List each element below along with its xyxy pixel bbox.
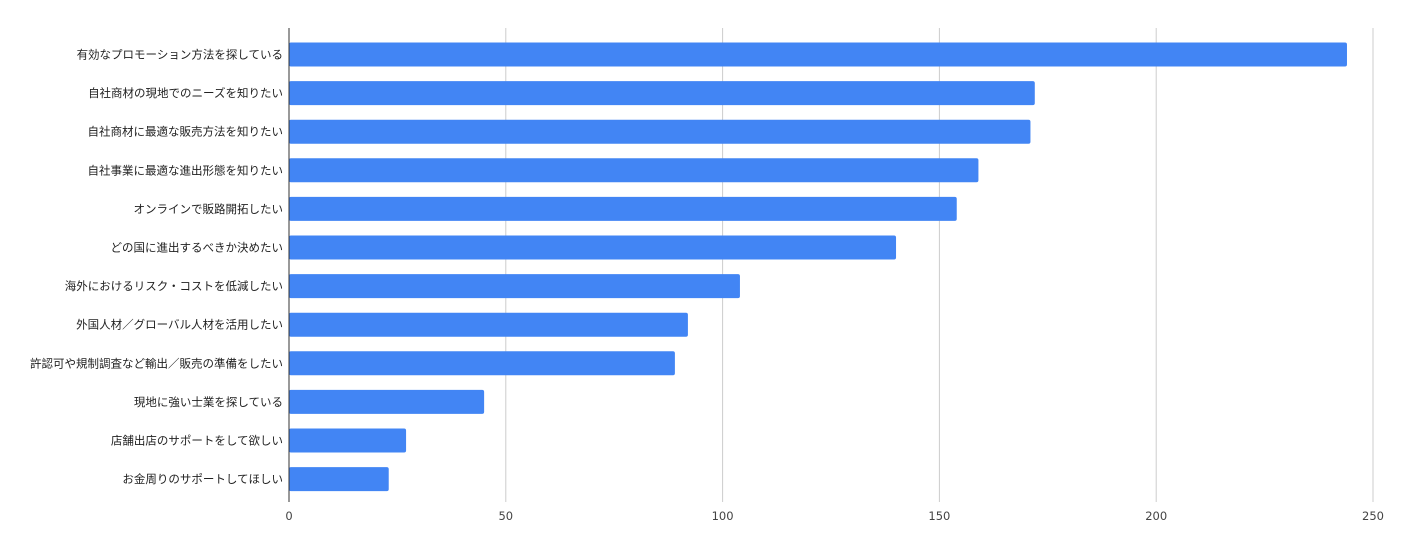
x-tick-label: 200 <box>1145 509 1167 523</box>
bar[interactable] <box>289 389 485 414</box>
category-labels: 有効なプロモーション方法を探している自社商材の現地でのニーズを知りたい自社商材に… <box>30 48 283 487</box>
category-label: 自社事業に最適な進出形態を知りたい <box>88 163 284 177</box>
x-tick-label: 0 <box>285 509 292 523</box>
bar[interactable] <box>289 196 957 221</box>
category-label: 自社商材に最適な販売方法を知りたい <box>88 125 284 139</box>
category-label: お金周りのサポートしてほしい <box>122 472 283 486</box>
category-label: 海外におけるリスク・コストを低減したい <box>65 279 283 293</box>
bar[interactable] <box>289 158 979 183</box>
bar[interactable] <box>289 81 1035 106</box>
bar[interactable] <box>289 119 1031 144</box>
bar[interactable] <box>289 428 407 453</box>
bar[interactable] <box>289 235 897 260</box>
category-label: どの国に進出するべきか決めたい <box>111 241 284 255</box>
x-tick-label: 100 <box>712 509 734 523</box>
bars <box>289 42 1347 492</box>
x-tick-label: 50 <box>498 509 513 523</box>
tick-labels: 0 50 100 150 200 250 <box>285 509 1384 523</box>
bar[interactable] <box>289 312 688 337</box>
category-label: オンラインで販路開拓したい <box>134 202 284 216</box>
category-label: 許認可や規制調査など輸出／販売の準備をしたい <box>30 356 283 370</box>
bar[interactable] <box>289 467 389 492</box>
gridlines <box>505 28 1374 502</box>
bar[interactable] <box>289 351 675 376</box>
bar[interactable] <box>289 42 1347 67</box>
x-tick-label: 150 <box>928 509 950 523</box>
category-label: 有効なプロモーション方法を探している <box>77 48 283 62</box>
bar[interactable] <box>289 274 740 299</box>
category-label: 自社商材の現地でのニーズを知りたい <box>88 86 283 100</box>
x-tick-label: 250 <box>1362 509 1384 523</box>
category-label: 店舗出店のサポートをして欲しい <box>111 434 283 448</box>
category-label: 外国人材／グローバル人材を活用したい <box>76 318 283 332</box>
category-label: 現地に強い士業を探している <box>134 395 283 409</box>
